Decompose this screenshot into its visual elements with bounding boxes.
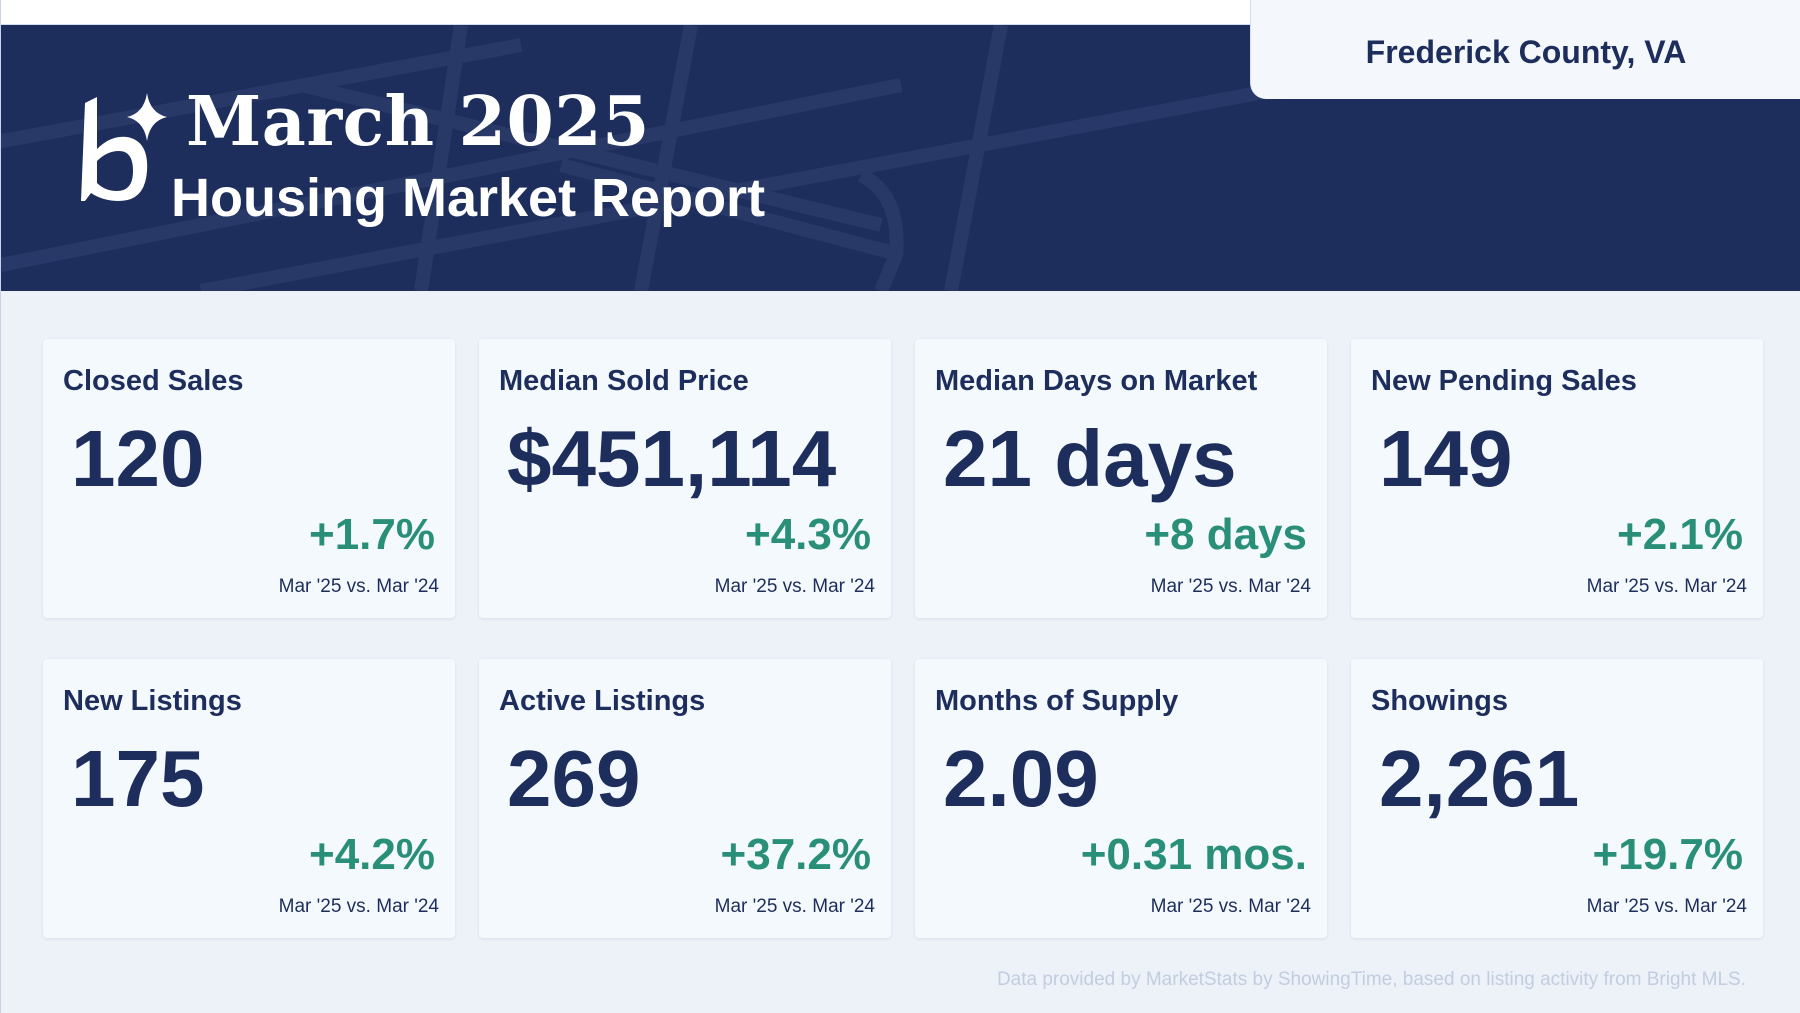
header-background-pattern (1, 25, 1303, 291)
metric-value: 149 (1379, 414, 1513, 503)
metric-change: +37.2% (720, 830, 871, 879)
metric-label: New Listings (63, 685, 242, 717)
location-tab: Frederick County, VA (1250, 0, 1800, 99)
metric-period: Mar '25 vs. Mar '24 (1150, 576, 1311, 597)
metric-label: Active Listings (499, 685, 706, 717)
metric-label: Showings (1371, 685, 1508, 717)
report-subtitle: Housing Market Report (171, 168, 766, 228)
metric-label: Median Days on Market (935, 365, 1258, 397)
metric-card-showings: Showings 2,261 +19.7% Mar '25 vs. Mar '2… (1351, 659, 1763, 938)
metric-value: 175 (71, 734, 205, 823)
metric-card-median-sold-price: Median Sold Price $451,114 +4.3% Mar '25… (479, 339, 891, 618)
metric-label: Months of Supply (935, 685, 1179, 717)
metric-period: Mar '25 vs. Mar '24 (1586, 896, 1747, 917)
metric-period: Mar '25 vs. Mar '24 (714, 576, 875, 597)
metric-change: +0.31 mos. (1080, 830, 1307, 879)
metric-value: 2.09 (943, 734, 1099, 823)
metric-card-new-pending-sales: New Pending Sales 149 +2.1% Mar '25 vs. … (1351, 339, 1763, 618)
metric-value: $451,114 (507, 414, 837, 503)
metric-value: 21 days (943, 414, 1237, 503)
metric-card-closed-sales: Closed Sales 120 +1.7% Mar '25 vs. Mar '… (43, 339, 455, 618)
report-month-title: March 2025 (186, 82, 650, 162)
metric-card-months-of-supply: Months of Supply 2.09 +0.31 mos. Mar '25… (915, 659, 1327, 938)
metric-period: Mar '25 vs. Mar '24 (1150, 896, 1311, 917)
data-source-footnote: Data provided by MarketStats by ShowingT… (996, 969, 1746, 990)
metric-period: Mar '25 vs. Mar '24 (714, 896, 875, 917)
metric-period: Mar '25 vs. Mar '24 (278, 896, 439, 917)
metric-value: 269 (507, 734, 641, 823)
metric-period: Mar '25 vs. Mar '24 (278, 576, 439, 597)
metric-change: +8 days (1144, 510, 1307, 559)
brand-b-sparkle-logo (81, 93, 167, 201)
metric-change: +4.3% (745, 510, 871, 559)
metric-change: +1.7% (309, 510, 435, 559)
metric-value: 2,261 (1379, 734, 1580, 823)
metric-label: New Pending Sales (1371, 365, 1637, 397)
metric-change: +2.1% (1617, 510, 1743, 559)
metric-label: Median Sold Price (499, 365, 749, 397)
metric-change: +4.2% (309, 830, 435, 879)
metric-value: 120 (71, 414, 205, 503)
metric-period: Mar '25 vs. Mar '24 (1586, 576, 1747, 597)
metric-label: Closed Sales (63, 365, 244, 397)
location-label: Frederick County, VA (1365, 34, 1687, 70)
metric-card-new-listings: New Listings 175 +4.2% Mar '25 vs. Mar '… (43, 659, 455, 938)
metric-card-median-days-on-market: Median Days on Market 21 days +8 days Ma… (915, 339, 1327, 618)
metric-change: +19.7% (1592, 830, 1743, 879)
metric-card-active-listings: Active Listings 269 +37.2% Mar '25 vs. M… (479, 659, 891, 938)
